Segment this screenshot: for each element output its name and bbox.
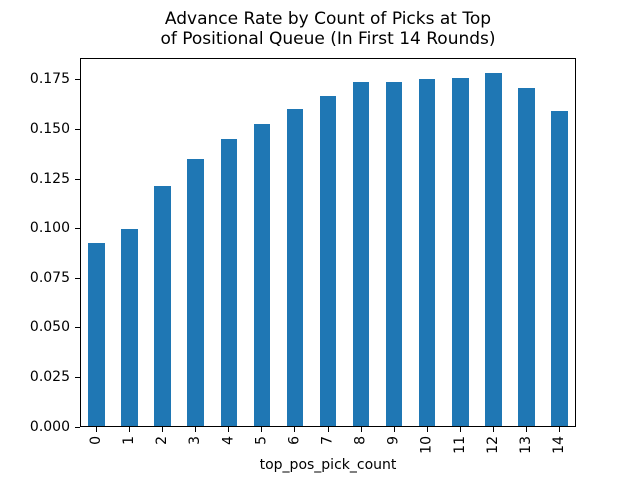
bar-11 xyxy=(452,77,469,426)
x-tick-mark xyxy=(360,427,362,432)
x-axis-label: top_pos_pick_count xyxy=(259,457,397,473)
x-tick-mark xyxy=(162,427,164,432)
x-tick-mark xyxy=(327,427,329,432)
y-tick-mark xyxy=(75,79,80,81)
y-tick-mark xyxy=(75,426,80,428)
x-tick-label: 9 xyxy=(385,436,402,445)
x-tick-label: 0 xyxy=(88,436,105,445)
y-tick-label: 0.125 xyxy=(29,170,70,187)
x-tick-label: 8 xyxy=(352,436,369,445)
x-tick-label: 1 xyxy=(121,436,138,445)
x-tick-mark xyxy=(228,427,230,432)
bar-1 xyxy=(121,229,138,426)
y-tick-label: 0.175 xyxy=(29,71,70,88)
y-tick-mark xyxy=(75,376,80,378)
y-tick-mark xyxy=(75,327,80,329)
y-tick-mark xyxy=(75,228,80,230)
bar-14 xyxy=(551,110,568,426)
x-tick-mark xyxy=(459,427,461,432)
y-tick-mark xyxy=(75,128,80,130)
x-tick-label: 5 xyxy=(253,436,270,445)
x-tick-mark xyxy=(261,427,263,432)
x-tick-label: 13 xyxy=(517,436,534,454)
bar-13 xyxy=(518,87,535,426)
bar-3 xyxy=(187,158,204,426)
x-tick-mark xyxy=(558,427,560,432)
bar-9 xyxy=(385,81,403,426)
x-tick-label: 10 xyxy=(418,436,435,454)
bar-6 xyxy=(286,108,304,426)
x-tick-label: 3 xyxy=(187,436,204,445)
bar-10 xyxy=(418,79,436,426)
x-tick-mark xyxy=(393,427,395,432)
y-tick-mark xyxy=(75,178,80,180)
y-tick-label: 0.000 xyxy=(29,418,70,435)
bar-12 xyxy=(485,73,502,426)
x-tick-mark xyxy=(525,427,527,432)
bar-0 xyxy=(88,243,105,426)
bar-7 xyxy=(319,96,337,426)
y-tick-mark xyxy=(75,277,80,279)
x-tick-label: 4 xyxy=(220,436,237,445)
y-tick-label: 0.075 xyxy=(29,269,70,286)
y-tick-label: 0.150 xyxy=(29,120,70,137)
x-tick-label: 2 xyxy=(154,436,171,445)
x-tick-label: 12 xyxy=(484,436,501,454)
plot-area xyxy=(80,58,576,427)
x-tick-mark xyxy=(96,427,98,432)
x-tick-mark xyxy=(129,427,131,432)
x-tick-label: 6 xyxy=(286,436,303,445)
x-tick-label: 14 xyxy=(550,436,567,454)
bar-2 xyxy=(154,185,171,426)
y-tick-label: 0.025 xyxy=(29,368,70,385)
x-tick-mark xyxy=(294,427,296,432)
y-tick-label: 0.050 xyxy=(29,319,70,336)
bar-8 xyxy=(352,81,370,426)
x-tick-mark xyxy=(426,427,428,432)
x-tick-label: 7 xyxy=(319,436,336,445)
y-tick-label: 0.100 xyxy=(29,220,70,237)
bar-4 xyxy=(220,138,238,426)
x-tick-mark xyxy=(492,427,494,432)
bar-5 xyxy=(253,124,271,426)
x-tick-mark xyxy=(195,427,197,432)
chart-title: Advance Rate by Count of Picks at Top of… xyxy=(160,9,496,49)
x-tick-label: 11 xyxy=(451,436,468,454)
